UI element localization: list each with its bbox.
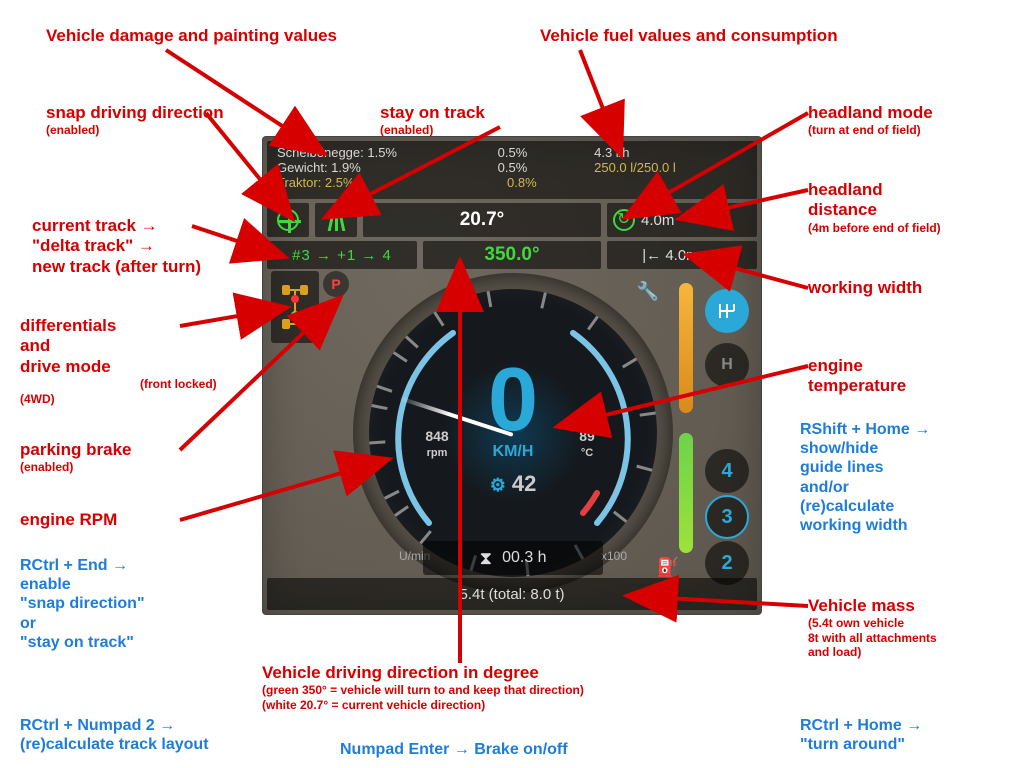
differentials-icon (280, 281, 310, 333)
annotation-a1: Vehicle damage and painting values (46, 26, 337, 46)
damage-row-0-label: Scheibenegge: 1.5% (277, 145, 478, 160)
vehicle-hud: Scheibenegge: 1.5% 0.5% 4.3 l/h Gewicht: 1… (262, 136, 762, 615)
parking-brake-indicator: P (323, 271, 349, 297)
snap-direction-indicator (267, 203, 309, 237)
vehicle-mass: 5.4t (total: 8.0 t) (267, 578, 757, 610)
annotation-b5: RCtrl + Home →"turn around" (800, 716, 922, 754)
annotation-a14: Vehicle driving direction in degree(gree… (262, 663, 584, 712)
damage-fuel-panel: Scheibenegge: 1.5% 0.5% 4.3 l/h Gewicht: 1… (267, 141, 757, 199)
guidance-bar: 20.7° 4.0m ⟶ (267, 203, 757, 237)
gear-label-h: H (705, 343, 749, 387)
cruise-value: 42 (353, 471, 673, 497)
annotation-a9: differentialsanddrive mode(front locked)… (20, 316, 217, 406)
fuel-tank: 250.0 l/250.0 l (594, 160, 747, 175)
engine-temp-bar (679, 283, 693, 413)
wrench-icon: 🔧 (637, 281, 659, 302)
damage-row-2-val: 0.8% (507, 175, 587, 190)
temp-axis-label: x100 (601, 549, 627, 563)
annotation-a12: engine RPM (20, 510, 117, 530)
annotation-a10: enginetemperature (808, 356, 906, 397)
headland-icon (613, 209, 635, 231)
stay-on-track-indicator (315, 203, 357, 237)
speed-unit: KM/H (353, 443, 673, 461)
annotation-b2: RCtrl + Numpad 2 →(re)calculate track la… (20, 716, 209, 754)
annotation-b4: RShift + Home →show/hideguide linesand/o… (800, 420, 930, 535)
annotation-a4: stay on track(enabled) (380, 103, 485, 138)
annotation-a6: headlanddistance(4m before end of field) (808, 180, 941, 235)
annotation-a13: Vehicle mass(5.4t own vehicle8t with all… (808, 596, 937, 660)
operating-hours: ⧗ 00.3 h (423, 541, 603, 575)
working-width-value: |← 4.0m →| (607, 241, 757, 269)
current-direction-value: 20.7° (363, 203, 601, 237)
hours-value: 00.3 h (502, 549, 546, 567)
annotation-a3: snap driving direction(enabled) (46, 103, 224, 138)
annotation-a2: Vehicle fuel values and consumption (540, 26, 838, 46)
gear-3-selected: 3 (705, 495, 749, 539)
gear-shift-icon (705, 289, 749, 333)
damage-row-0-val: 0.5% (498, 145, 574, 160)
track-bar: #3 → +1 → 4 350.0° |← 4.0m →| (267, 241, 757, 269)
annotation-a5: headland mode(turn at end of field) (808, 103, 933, 138)
steering-icon (277, 209, 299, 231)
fuel-level-bar (679, 433, 693, 553)
headland-distance: 4.0m (641, 212, 674, 229)
fuel-pump-icon: ⛽ (657, 557, 679, 578)
rpm-readout: 848rpm (409, 429, 465, 460)
hourglass-icon: ⧗ (479, 548, 492, 569)
annotation-a7: current track →"delta track" →new track … (32, 216, 201, 277)
differentials-indicator (271, 271, 319, 343)
gear-4: 4 (705, 449, 749, 493)
annotation-a8: working width (808, 278, 922, 298)
damage-row-1-label: Gewicht: 1.9% (277, 160, 478, 175)
temp-readout: 89°C (567, 429, 607, 460)
annotation-a11: parking brake(enabled) (20, 440, 132, 475)
headland-arrow-icon: ⟶ (680, 211, 702, 229)
headland-cell: 4.0m ⟶ (607, 203, 757, 237)
damage-row-1-val: 0.5% (498, 160, 574, 175)
target-heading: 350.0° (423, 241, 601, 269)
lane-icon (330, 209, 343, 231)
annotation-b3: Numpad Enter → Brake on/off (340, 740, 568, 759)
fuel-rate: 4.3 l/h (594, 145, 747, 160)
track-sequence: #3 → +1 → 4 (267, 241, 417, 269)
annotation-b1: RCtrl + End →enable"snap direction"or"st… (20, 556, 145, 652)
damage-row-2-label: Traktor: 2.5% (277, 175, 487, 190)
